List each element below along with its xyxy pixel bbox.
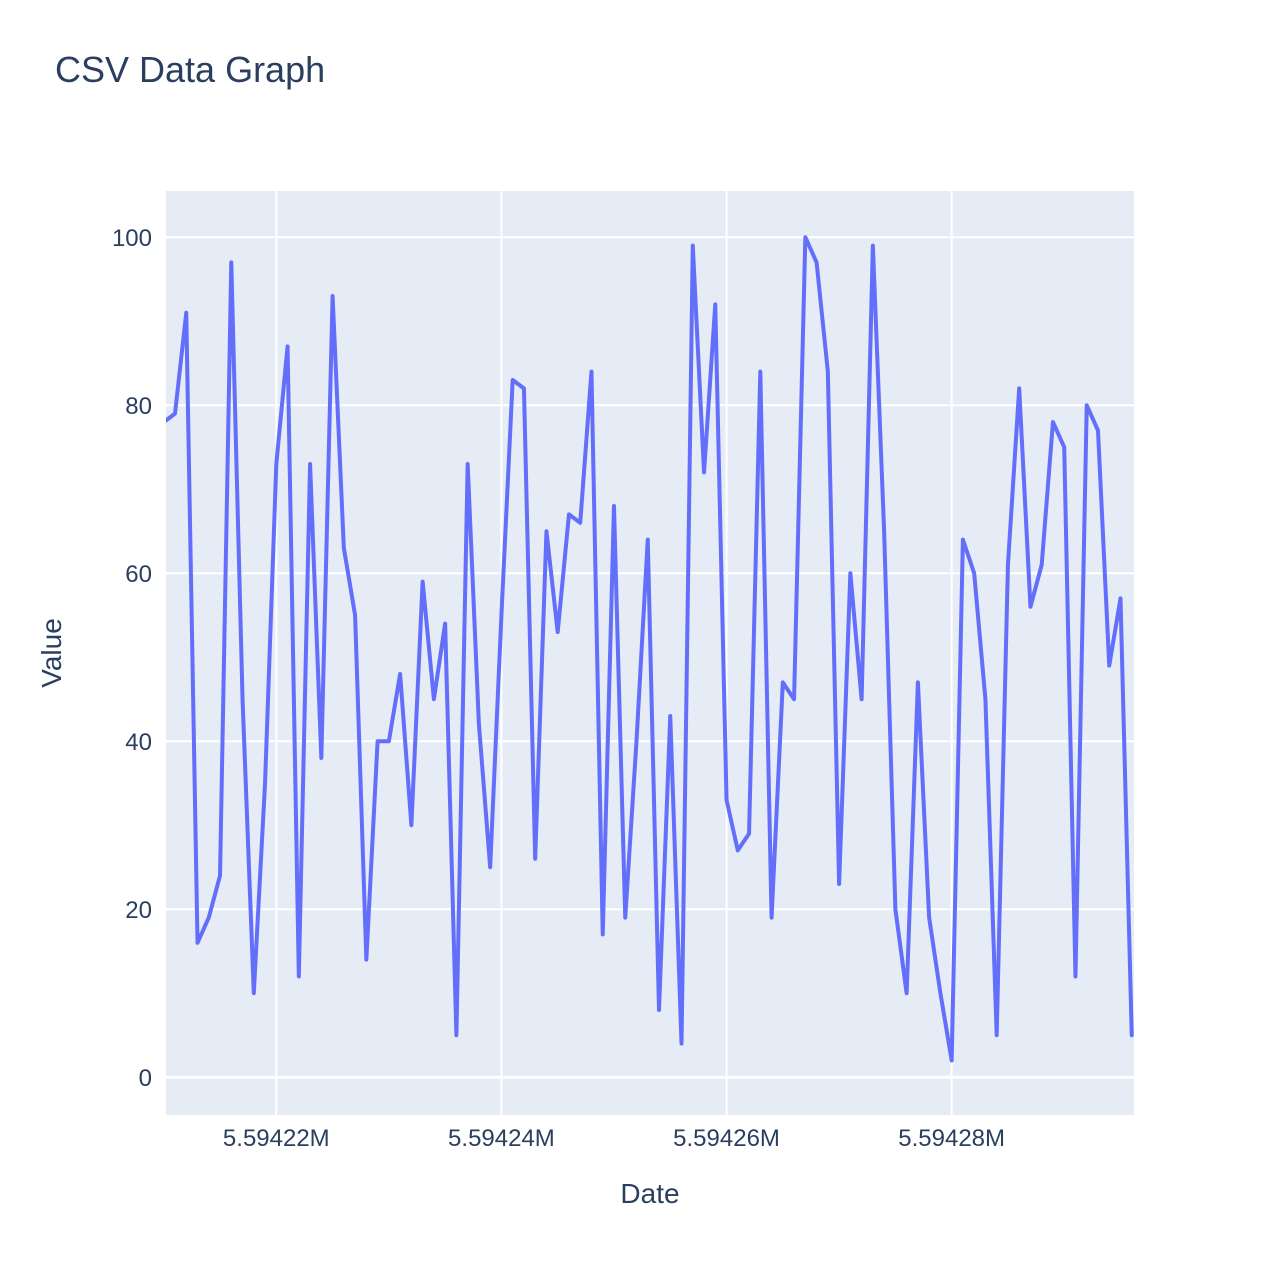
series-line [166, 235, 1134, 1063]
y-tick-label: 60 [125, 561, 152, 588]
x-tick-label: 5.59424M [448, 1125, 555, 1152]
chart-title: CSV Data Graph [55, 49, 325, 90]
y-tick-label: 80 [125, 393, 152, 420]
x-tick-label: 5.59428M [898, 1125, 1005, 1152]
series-layer [166, 235, 1134, 1063]
y-tick-label: 100 [112, 225, 152, 252]
x-tick-label: 5.59422M [223, 1125, 330, 1152]
y-tick-label: 20 [125, 897, 152, 924]
x-axis-title: Date [620, 1178, 679, 1209]
x-axis-ticks: 5.59422M 5.59424M 5.59426M 5.59428M [223, 1125, 1005, 1152]
y-tick-label: 0 [139, 1065, 152, 1092]
y-tick-label: 40 [125, 729, 152, 756]
y-axis-ticks: 0 20 40 60 80 100 [112, 225, 152, 1092]
x-tick-label: 5.59426M [673, 1125, 780, 1152]
grid [166, 191, 1134, 1115]
y-axis-title: Value [36, 618, 67, 688]
